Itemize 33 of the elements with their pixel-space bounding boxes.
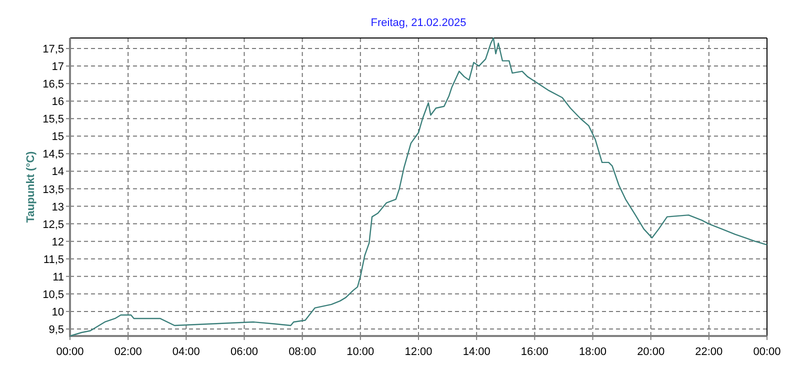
- y-tick-label: 15: [52, 131, 64, 144]
- x-tick-label: 12:00: [404, 346, 432, 358]
- y-tick-label: 10: [52, 306, 64, 318]
- y-tick-label: 16,5: [42, 78, 64, 91]
- y-tick-label: 16: [52, 96, 64, 108]
- line-series: [69, 37, 768, 337]
- x-tick-label: 00:00: [753, 346, 781, 358]
- x-tick-label: 04:00: [172, 346, 200, 358]
- y-tick-label: 14: [52, 166, 64, 178]
- y-tick-label: 11,5: [43, 254, 64, 266]
- y-tick-label: 13: [52, 201, 64, 214]
- y-tick-label: 17: [52, 61, 64, 74]
- x-tick-label: 08:00: [288, 346, 316, 358]
- x-tick-label: 00:00: [56, 346, 84, 358]
- y-tick-label: 9,5: [48, 324, 64, 336]
- x-tick-label: 22:00: [695, 346, 723, 358]
- chart-title: Freitag, 21.02.2025: [370, 17, 466, 29]
- x-tick-label: 16:00: [520, 346, 548, 358]
- y-tick-label: 12: [52, 236, 64, 248]
- x-tick-label: 20:00: [637, 346, 665, 358]
- x-tick-label: 10:00: [346, 346, 374, 358]
- y-tick-label: 11: [52, 271, 64, 284]
- y-tick-label: 10,5: [42, 288, 64, 301]
- y-tick-label: 12,5: [42, 218, 64, 231]
- x-tick-label: 14:00: [462, 346, 490, 358]
- y-tick-label: 17,5: [42, 44, 64, 56]
- x-tick-label: 02:00: [114, 346, 142, 358]
- y-tick-label: 15,5: [42, 114, 64, 126]
- y-axis-title: Taupunkt (°C): [25, 150, 37, 223]
- y-tick-label: 13,5: [42, 184, 64, 196]
- x-tick-label: 06:00: [230, 346, 258, 358]
- x-tick-label: 18:00: [578, 346, 607, 358]
- y-tick-label: 14,5: [42, 148, 64, 161]
